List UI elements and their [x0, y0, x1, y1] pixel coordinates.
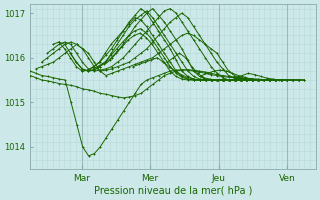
X-axis label: Pression niveau de la mer( hPa ): Pression niveau de la mer( hPa ) [94, 186, 252, 196]
